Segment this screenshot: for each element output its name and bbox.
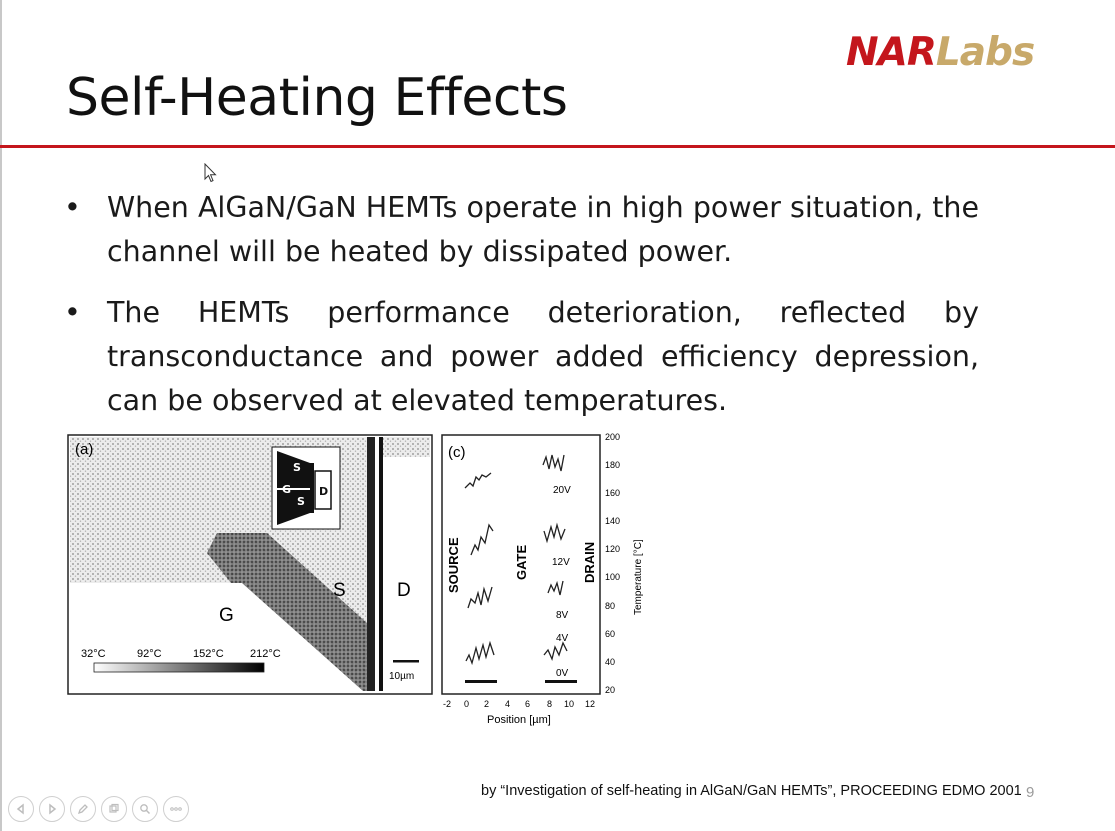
y-tick: 60 (605, 629, 615, 639)
gate-label: G (219, 605, 234, 626)
voltage-4v: 4V (556, 633, 569, 644)
window-edge (0, 0, 2, 831)
y-tick: 160 (605, 488, 620, 498)
bullet-marker: • (64, 191, 81, 224)
pen-icon (77, 804, 88, 815)
inset-g-label: G (282, 483, 291, 496)
slide-title: Self-Heating Effects (66, 68, 568, 128)
logo-labs: Labs (935, 30, 1035, 75)
y-tick: 180 (605, 460, 620, 470)
more-options-button[interactable] (163, 796, 189, 822)
scale-tick-92: 92°C (137, 648, 162, 660)
logo-nar: NAR (846, 30, 937, 75)
zoom-icon (140, 804, 151, 815)
prev-slide-icon (16, 803, 24, 815)
prev-slide-button[interactable] (8, 796, 34, 822)
narlabs-logo: NARLabs (846, 30, 1035, 75)
inset-s-top-label: S (293, 461, 301, 474)
slides-view-icon (109, 803, 119, 813)
zoom-button[interactable] (132, 796, 158, 822)
x-tick: 10 (564, 699, 574, 709)
bullet-text: When AlGaN/GaN HEMTs operate in high pow… (107, 191, 979, 268)
color-scale-bar (93, 662, 265, 673)
bullet-item: • When AlGaN/GaN HEMTs operate in high p… (64, 186, 979, 274)
drain-label: D (397, 580, 411, 601)
slides-view-button[interactable] (101, 796, 127, 822)
y-tick: 100 (605, 572, 620, 582)
panel-a-label: (a) (75, 441, 93, 458)
title-divider (0, 145, 1115, 148)
bullet-marker: • (64, 296, 81, 329)
bullet-text: The HEMTs performance deterioration, ref… (107, 296, 979, 417)
y-tick: 140 (605, 516, 620, 526)
page-number: 9 (1026, 784, 1035, 801)
y-tick: 120 (605, 544, 620, 554)
voltage-0v: 0V (556, 668, 569, 679)
x-tick: 8 (547, 699, 552, 709)
bullet-item: • The HEMTs performance deterioration, r… (64, 291, 979, 423)
x-tick: 2 (484, 699, 489, 709)
panel-a: S G S D (a) G S D 32°C 92°C 152°C 212°C … (67, 434, 433, 695)
source-region-label: SOURCE (446, 537, 461, 593)
x-axis-label: Position [µm] (487, 714, 551, 726)
bullet-list: • When AlGaN/GaN HEMTs operate in high p… (64, 186, 979, 440)
inset-s-bottom-label: S (297, 495, 305, 508)
voltage-8v: 8V (556, 610, 569, 621)
x-tick: 0 (464, 699, 469, 709)
citation: by “Investigation of self-heating in AlG… (481, 783, 1022, 799)
panel-c-label: (c) (448, 444, 466, 461)
source-label: S (333, 580, 346, 601)
scale-tick-152: 152°C (193, 648, 224, 660)
x-tick: 6 (525, 699, 530, 709)
pen-button[interactable] (70, 796, 96, 822)
y-tick: 80 (605, 601, 615, 611)
next-slide-button[interactable] (39, 796, 65, 822)
thermal-figure: S G S D (a) G S D 32°C 92°C 152°C 212°C … (67, 433, 644, 726)
voltage-20v: 20V (553, 485, 571, 496)
drain-region-label: DRAIN (582, 542, 597, 583)
y-tick: 40 (605, 657, 615, 667)
voltage-12v: 12V (552, 557, 570, 568)
gate-region-label: GATE (514, 545, 529, 580)
x-tick: 4 (505, 699, 510, 709)
y-tick: 20 (605, 685, 615, 695)
mouse-cursor-icon (204, 163, 217, 183)
next-slide-icon (49, 803, 57, 815)
x-tick: -2 (443, 699, 451, 709)
inset-d-label: D (319, 485, 328, 498)
y-axis-label: Temperature [°C] (633, 539, 644, 615)
x-tick: 12 (585, 699, 595, 709)
panel-c: (c) SOURCE GATE DRAIN 20V 12V 8V 4V 0V -… (441, 433, 644, 726)
y-tick: 200 (605, 433, 620, 442)
presentation-controls (8, 796, 189, 822)
more-options-icon (170, 807, 182, 811)
scale-tick-32: 32°C (81, 648, 106, 660)
scale-bar-label: 10µm (389, 671, 414, 682)
scale-tick-212: 212°C (250, 648, 281, 660)
